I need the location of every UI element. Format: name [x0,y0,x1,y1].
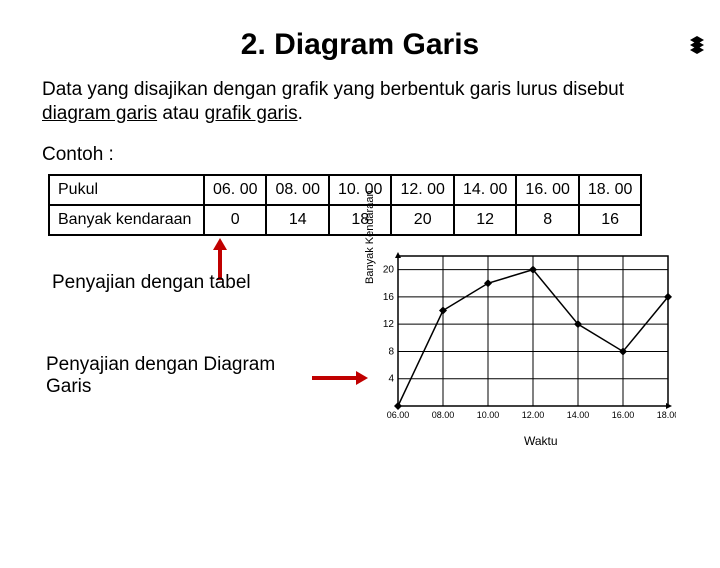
svg-text:12.00: 12.00 [522,410,545,420]
svg-text:16: 16 [383,291,395,302]
table-cell: 18. 00 [579,175,641,205]
svg-text:8: 8 [388,346,394,357]
table-row: Pukul 06. 00 08. 00 10. 00 12. 00 14. 00… [49,175,641,205]
example-label: Contoh : [42,144,678,166]
corner-logo-icon [682,34,712,61]
svg-text:20: 20 [383,264,395,275]
table-cell: 18 [329,205,391,235]
table-cell: 14 [266,205,328,235]
desc-part-1: Data yang disajikan dengan grafik yang b… [42,79,624,100]
table-row-head: Pukul [49,175,204,205]
description-text: Data yang disajikan dengan grafik yang b… [42,78,678,126]
table-cell: 14. 00 [454,175,516,205]
table-cell: 10. 00 [329,175,391,205]
svg-text:08.00: 08.00 [432,410,455,420]
table-cell: 0 [204,205,266,235]
diagram-caption-line2: Garis [46,376,91,397]
desc-underline-1: diagram garis [42,103,157,124]
desc-part-mid: atau [157,103,205,124]
svg-text:16.00: 16.00 [612,410,635,420]
svg-text:10.00: 10.00 [477,410,500,420]
table-row-head: Banyak kendaraan [49,205,204,235]
table-row: Banyak kendaraan 0 14 18 20 12 8 16 [49,205,641,235]
table-cell: 16 [579,205,641,235]
svg-text:12: 12 [383,319,395,330]
tabel-caption: Penyajian dengan tabel [52,272,251,294]
chart-y-axis-label: Banyak Kendaraan [364,190,376,284]
svg-text:14.00: 14.00 [567,410,590,420]
svg-text:4: 4 [388,373,394,384]
line-chart: Banyak Kendaraan 4812162006.0008.0010.00… [376,250,696,430]
svg-text:18.00: 18.00 [657,410,676,420]
diagram-caption: Penyajian dengan Diagram Garis [46,354,275,400]
table-cell: 08. 00 [266,175,328,205]
table-cell: 12 [454,205,516,235]
table-cell: 06. 00 [204,175,266,205]
svg-text:06.00: 06.00 [387,410,410,420]
table-cell: 12. 00 [391,175,453,205]
desc-part-post: . [298,103,303,124]
table-cell: 16. 00 [516,175,578,205]
chart-x-axis-label: Waktu [524,434,558,448]
data-table: Pukul 06. 00 08. 00 10. 00 12. 00 14. 00… [48,174,642,236]
table-cell: 20 [391,205,453,235]
diagram-caption-line1: Penyajian dengan Diagram [46,354,275,375]
page-title: 2. Diagram Garis [0,28,720,62]
line-chart-svg: 4 8 12 16 20 06.00 08.00 10.00 12.00 14.00 16.00 18… [376,250,676,430]
table-cell: 8 [516,205,578,235]
desc-underline-2: grafik garis [205,103,298,124]
